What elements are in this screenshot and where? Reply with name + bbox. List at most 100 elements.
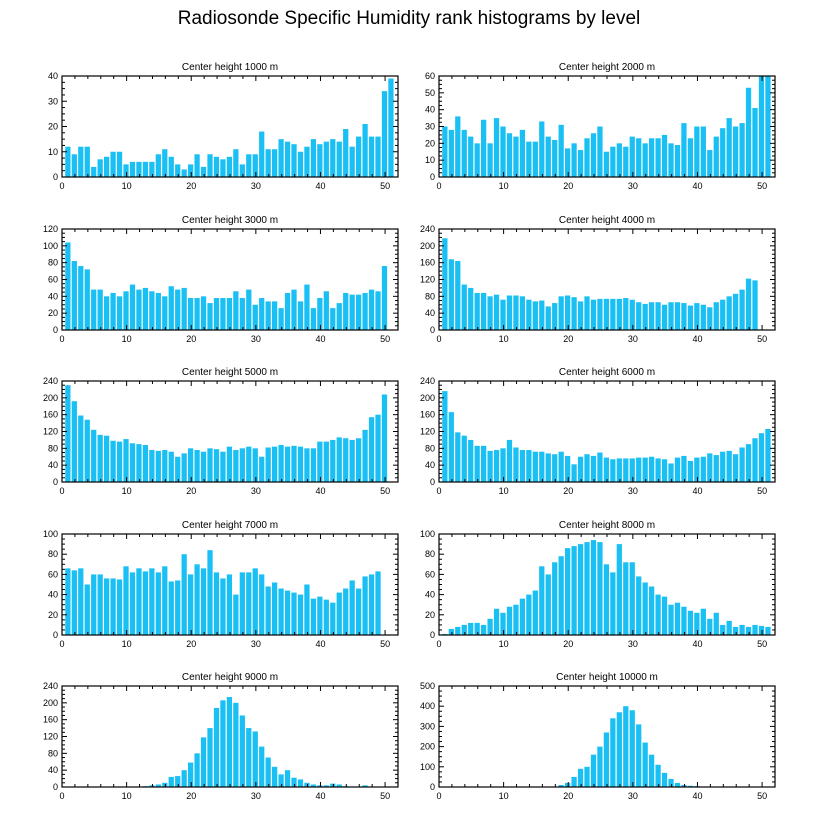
histogram-bar bbox=[565, 455, 571, 482]
histogram-bar bbox=[375, 291, 381, 330]
x-tick-label: 20 bbox=[186, 791, 196, 801]
histogram-bar bbox=[330, 139, 336, 178]
histogram-bar bbox=[110, 578, 116, 635]
x-tick-label: 20 bbox=[563, 486, 573, 496]
histogram-bar bbox=[545, 306, 551, 330]
histogram-bar bbox=[297, 594, 304, 635]
histogram-bar bbox=[149, 785, 155, 787]
histogram-bar bbox=[71, 154, 77, 177]
histogram-bar bbox=[259, 456, 265, 482]
histogram-bar bbox=[687, 610, 694, 635]
y-tick-label: 80 bbox=[425, 443, 435, 453]
histogram-bar bbox=[200, 296, 207, 330]
histogram-bar bbox=[310, 139, 317, 178]
histogram-bar bbox=[213, 707, 220, 787]
histogram-bar bbox=[168, 776, 174, 787]
histogram-bar bbox=[668, 143, 674, 177]
histogram-bar bbox=[233, 702, 239, 787]
histogram-bar bbox=[84, 584, 90, 635]
x-tick-label: 0 bbox=[59, 181, 64, 191]
histogram-panel-3: Center height 3000 m 0 10 20 30 40 50 0 20 40 60 80… bbox=[43, 215, 399, 344]
histogram-bar bbox=[291, 592, 297, 635]
histogram-bar bbox=[694, 457, 700, 482]
histogram-bar bbox=[97, 434, 103, 482]
histogram-bar bbox=[213, 156, 220, 177]
histogram-bar bbox=[226, 696, 233, 787]
histogram-bar bbox=[207, 550, 213, 635]
histogram-bar bbox=[181, 554, 187, 635]
histogram-bar bbox=[493, 118, 500, 177]
histogram-bar bbox=[272, 301, 278, 330]
histogram-bar bbox=[278, 444, 284, 482]
histogram-bar bbox=[207, 728, 213, 787]
histogram-bar bbox=[207, 448, 213, 482]
y-tick-label: 40 bbox=[425, 105, 435, 115]
histogram-bar bbox=[200, 568, 207, 635]
y-tick-label: 0 bbox=[430, 172, 435, 182]
y-tick-label: 40 bbox=[48, 291, 58, 301]
y-tick-label: 0 bbox=[53, 630, 58, 640]
histogram-bar bbox=[375, 136, 381, 177]
histogram-bar bbox=[584, 542, 590, 635]
histogram-bar bbox=[519, 129, 526, 177]
histogram-bar bbox=[213, 298, 220, 330]
histogram-bar bbox=[317, 441, 323, 482]
histogram-bar bbox=[97, 289, 103, 330]
histogram-bar bbox=[655, 138, 661, 177]
histogram-bar bbox=[323, 291, 329, 330]
histogram-bar bbox=[362, 785, 368, 787]
histogram-bar bbox=[610, 718, 616, 787]
histogram-bar bbox=[213, 572, 220, 635]
histogram-bar bbox=[720, 299, 726, 330]
histogram-bar bbox=[226, 574, 233, 635]
histogram-bar bbox=[362, 576, 368, 635]
histogram-bar bbox=[661, 304, 668, 330]
histogram-bar bbox=[323, 441, 329, 482]
histogram-bar bbox=[681, 784, 687, 787]
histogram-bar bbox=[252, 568, 258, 635]
panel-title: Center height 4000 m bbox=[559, 215, 655, 226]
histogram-bar bbox=[713, 455, 719, 482]
histogram-bar bbox=[565, 295, 571, 330]
histogram-bar bbox=[603, 564, 610, 635]
histogram-bar bbox=[181, 287, 187, 330]
histogram-bar bbox=[713, 612, 719, 635]
histogram-bar bbox=[584, 766, 590, 787]
panel-title: Center height 8000 m bbox=[559, 520, 655, 531]
y-tick-label: 40 bbox=[425, 308, 435, 318]
histogram-bar bbox=[310, 308, 317, 330]
histogram-bar bbox=[323, 599, 329, 635]
histogram-bar bbox=[330, 783, 336, 787]
histogram-bar bbox=[356, 588, 362, 635]
histogram-bar bbox=[481, 119, 487, 177]
histogram-bar bbox=[584, 296, 590, 330]
histogram-bar bbox=[552, 303, 558, 330]
panel-title: Center height 2000 m bbox=[559, 62, 655, 73]
x-tick-label: 0 bbox=[436, 334, 441, 344]
histogram-bar bbox=[487, 296, 493, 330]
y-tick-label: 40 bbox=[48, 460, 58, 470]
x-tick-label: 50 bbox=[757, 181, 767, 191]
panel-title: Center height 6000 m bbox=[559, 367, 655, 378]
histogram-bar bbox=[752, 107, 758, 177]
y-tick-label: 30 bbox=[48, 96, 58, 106]
histogram-bar bbox=[448, 259, 454, 330]
histogram-bar bbox=[545, 136, 551, 177]
histogram-bar bbox=[584, 454, 590, 482]
histogram-bar bbox=[97, 159, 103, 177]
histogram-bar bbox=[259, 298, 265, 330]
x-tick-label: 20 bbox=[186, 334, 196, 344]
histogram-bar bbox=[720, 128, 726, 177]
histogram-bar bbox=[272, 446, 278, 482]
x-tick-label: 20 bbox=[563, 181, 573, 191]
histogram-bar bbox=[246, 572, 252, 635]
y-tick-label: 40 bbox=[48, 765, 58, 775]
histogram-bar bbox=[213, 449, 220, 482]
histogram-bar bbox=[233, 594, 239, 635]
histogram-bar bbox=[71, 401, 77, 482]
histogram-bar bbox=[733, 293, 739, 330]
histogram-bar bbox=[610, 146, 616, 177]
histogram-bar bbox=[65, 568, 71, 635]
histogram-bar bbox=[297, 446, 304, 482]
y-tick-label: 80 bbox=[48, 549, 58, 559]
